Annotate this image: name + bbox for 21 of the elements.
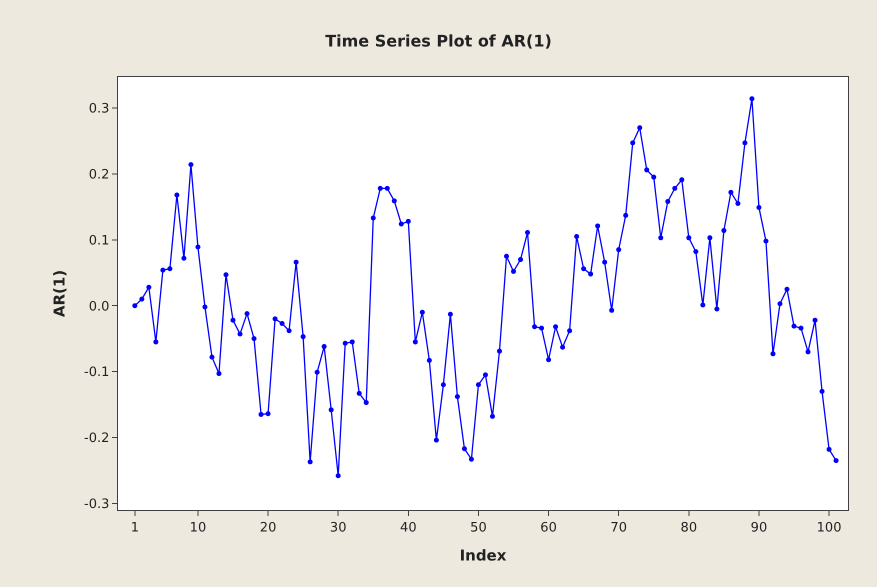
x-tick-label: 40 bbox=[400, 520, 417, 536]
x-tick-label: 70 bbox=[610, 520, 627, 536]
x-tick-label: 30 bbox=[330, 520, 346, 536]
y-tick-label: 0.2 bbox=[88, 167, 110, 182]
x-tick-label: 20 bbox=[260, 520, 276, 536]
y-axis-title: AR(1) bbox=[50, 270, 68, 318]
y-tick-label: -0.3 bbox=[84, 496, 110, 512]
y-tick-label: 0.1 bbox=[88, 233, 110, 248]
y-tick-label: -0.2 bbox=[84, 431, 110, 446]
x-tick-label: 10 bbox=[190, 520, 206, 536]
x-axis-title: Index bbox=[460, 546, 507, 565]
x-tick-label: 60 bbox=[540, 520, 557, 536]
x-tick-label: 50 bbox=[470, 520, 487, 536]
x-tick-label: 1 bbox=[130, 520, 139, 536]
x-tick-label: 90 bbox=[750, 520, 768, 536]
chart-title: Time Series Plot of AR(1) bbox=[325, 32, 552, 51]
y-tick-label: -0.1 bbox=[84, 365, 110, 380]
x-tick-label: 80 bbox=[680, 520, 698, 536]
y-tick-label: 0.3 bbox=[88, 102, 110, 117]
y-tick-label: 0.0 bbox=[88, 299, 110, 314]
x-tick-label: 100 bbox=[816, 520, 842, 536]
